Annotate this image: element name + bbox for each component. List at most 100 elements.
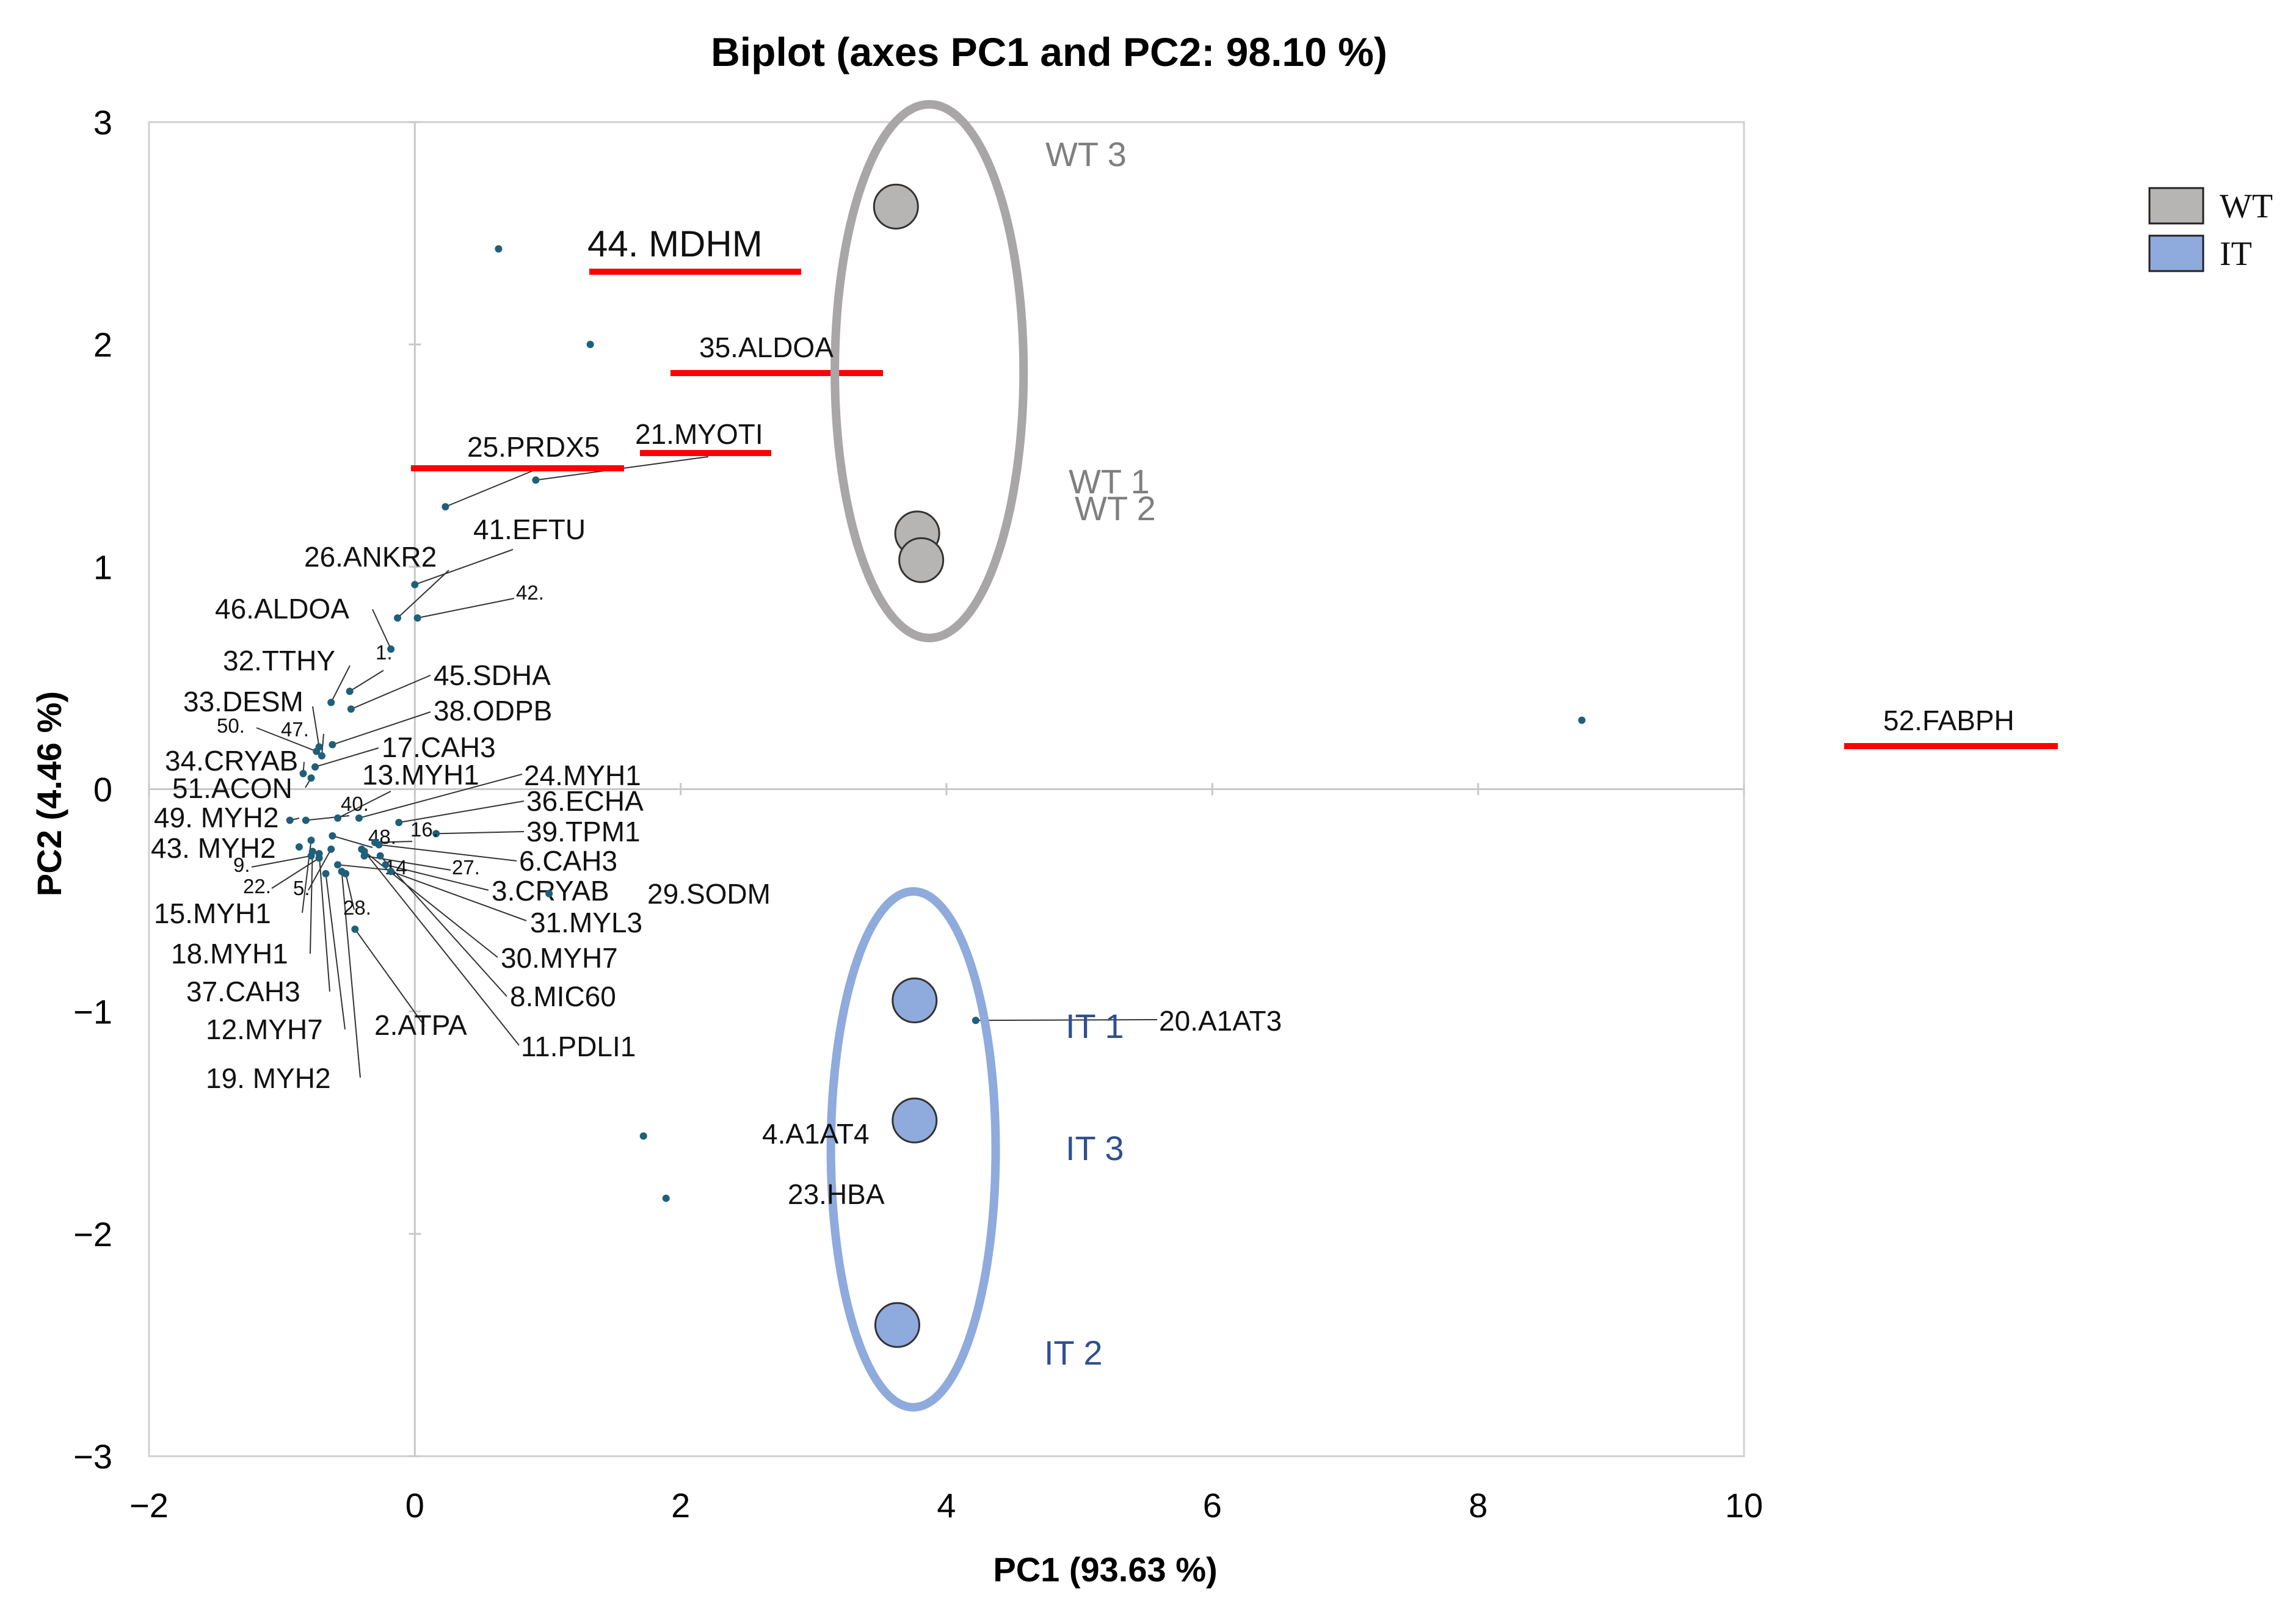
variable-point-52-fabph: [1578, 716, 1586, 724]
variable-label-41-eftu: 41.EFTU: [473, 513, 586, 545]
variable-label-39-tpm1: 39.TPM1: [526, 816, 641, 847]
variable-label-19-myh2: 19. MYH2: [206, 1062, 331, 1094]
leader-2-atpa: [354, 929, 425, 1026]
variable-point-25-prdx5: [441, 503, 449, 511]
observation-point-it-2: [874, 1302, 920, 1348]
variable-point-19-myh2: [338, 868, 346, 876]
variable-point-8-mic60: [376, 852, 384, 860]
leader-42: [417, 598, 515, 619]
variable-points: 44. MDHM 35.ALDOA 21.MYOTI 25.PRDX5 52.FABPH…: [151, 223, 2014, 1210]
y-tick-label: 2: [93, 325, 112, 364]
variable-label-34-cryab: 34.CRYAB: [165, 745, 298, 777]
variable-label-32-tthy: 32.TTHY: [223, 645, 335, 677]
variable-label-45-sdha: 45.SDHA: [434, 659, 551, 691]
legend-swatch-it: [2148, 234, 2204, 272]
variable-point-43-myh2: [295, 843, 303, 851]
variable-label-6-cah3: 6.CAH3: [519, 845, 617, 877]
leader-24-myh1: [358, 774, 523, 819]
leader-12-myh7: [325, 873, 346, 1030]
leader-22: [271, 857, 320, 889]
variable-point-29-sodm: [545, 890, 553, 898]
variable-label-26-ankr2: 26.ANKR2: [304, 541, 437, 573]
leader-45-sdha: [351, 675, 431, 710]
x-tick-label: 2: [671, 1486, 690, 1525]
leader-6-cah3: [379, 844, 517, 862]
variable-point-46-aldoa: [387, 645, 395, 653]
highlight-underlines: [411, 269, 2058, 749]
variable-label-2-atpa: 2.ATPA: [374, 1009, 467, 1041]
variable-point-36-echa: [395, 819, 403, 827]
variable-point-23-hba: [662, 1194, 670, 1202]
observation-points: WT 3 WT 1WT 2 IT 1 IT 3 IT 2: [873, 135, 1156, 1372]
variable-label-31-myl3: 31.MYL3: [530, 907, 642, 938]
variable-point-17-cah3: [311, 763, 319, 771]
chart-title: Biplot (axes PC1 and PC2: 98.10 %): [711, 29, 1387, 74]
variable-label-9: 9.: [233, 854, 250, 876]
observation-label-it-2: IT 2: [1044, 1333, 1102, 1372]
leader-9: [251, 855, 311, 868]
variable-label-52-fabph: 52.FABPH: [1883, 705, 2014, 736]
x-tick-label: 0: [405, 1486, 424, 1525]
variable-label-49-myh2: 49. MYH2: [154, 802, 279, 833]
leader-40: [305, 815, 350, 821]
variable-point-38-odpb: [329, 741, 336, 749]
chart-legend: WT IT: [2148, 187, 2273, 273]
label-leader-lines: [251, 456, 1158, 1078]
variable-label-35-aldoa: 35.ALDOA: [699, 332, 834, 363]
variable-label-4-a1at4: 4.A1AT4: [762, 1118, 870, 1150]
variable-label-44-mdhm: 44. MDHM: [587, 223, 763, 264]
variable-label-27: 27.: [452, 856, 480, 879]
variable-point-32-tthy: [327, 698, 335, 706]
variable-point-24-myh1: [355, 814, 363, 822]
variable-label-18-myh1: 18.MYH1: [171, 938, 288, 970]
variable-point-39-tpm1: [432, 830, 440, 838]
variable-point-4-a1at4: [639, 1132, 647, 1140]
leader-1: [349, 670, 384, 692]
y-axis-title: PC2 (4.46 %): [30, 691, 68, 896]
leader-8-mic60: [379, 855, 507, 997]
leader-19-myh2: [341, 871, 361, 1078]
x-tick-label: −2: [129, 1486, 169, 1525]
variable-point-41-eftu: [411, 581, 419, 589]
observation-label-wt-1: WT 1: [1069, 462, 1150, 501]
variable-point-45-sdha: [347, 705, 355, 713]
variable-label-33-desm: 33.DESM: [183, 686, 303, 717]
observation-point-wt-2: [898, 537, 945, 583]
group-ellipse-wt: [830, 100, 1028, 642]
leader-38-odpb: [332, 711, 431, 745]
variable-point-47: [318, 752, 325, 760]
x-tick-label: 6: [1203, 1486, 1222, 1525]
variable-label-11-pdli1: 11.PDLI1: [521, 1031, 636, 1062]
variable-label-28: 28.: [343, 896, 371, 919]
variable-point-5: [327, 845, 335, 853]
variable-point-37-cah3: [315, 850, 323, 858]
x-axis-title: PC1 (93.63 %): [993, 1550, 1217, 1589]
variable-point-13-myh1: [334, 814, 342, 822]
legend-swatch-wt: [2148, 187, 2204, 225]
variable-point-12-myh7: [322, 869, 330, 877]
leader-13-myh1: [337, 791, 391, 819]
legend-label-wt: WT: [2220, 187, 2273, 225]
leader-17-cah3: [314, 747, 379, 768]
leader-36-echa: [399, 800, 525, 824]
group-ellipse-it: [826, 887, 1000, 1412]
variable-label-13-myh1: 13.MYH1: [362, 759, 479, 791]
leader-28: [345, 873, 355, 910]
leader-25-prdx5: [445, 468, 538, 507]
variable-label-24-myh1: 24.MYH1: [524, 760, 641, 791]
variable-point-21-myoti: [532, 476, 540, 484]
observation-point-it-3: [892, 1097, 938, 1144]
y-tick-label: 3: [93, 103, 112, 142]
leader-26-ankr2: [397, 570, 449, 618]
variable-point-40: [302, 816, 310, 824]
variable-point-1: [346, 687, 354, 695]
variable-point-50: [313, 747, 321, 755]
y-tick-label: −2: [73, 1215, 112, 1253]
variable-label-23-hba: 23.HBA: [788, 1178, 885, 1210]
variable-point-20-a1at3: [972, 1017, 979, 1025]
leader-33-desm: [312, 706, 320, 747]
variable-point-34-cryab: [299, 770, 307, 778]
variable-label-16: 16.: [410, 818, 438, 841]
variable-point-44-mdhm: [495, 245, 503, 253]
